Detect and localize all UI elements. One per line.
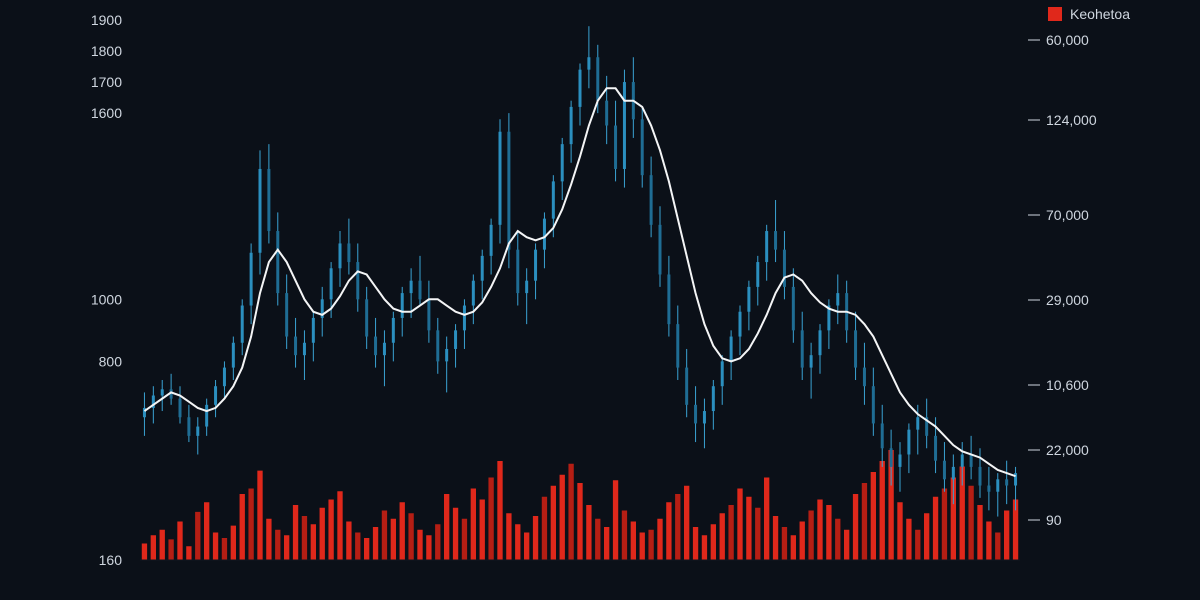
y-right-tick-label: 60,000: [1046, 32, 1089, 48]
legend-swatch: [1048, 7, 1062, 21]
y-right-tick-label: 29,000: [1046, 292, 1089, 308]
y-left-tick-label: 1900: [91, 12, 122, 28]
legend: Keohetoa: [1048, 6, 1130, 22]
y-left-tick-label: 1700: [91, 74, 122, 90]
y-right-tick-label: 22,000: [1046, 442, 1089, 458]
chart-canvas: 1900 1600 800 1800 1700 1000 160 60,000 124,000 7…: [0, 0, 1200, 600]
legend-label: Keohetoa: [1070, 6, 1130, 22]
y-left-tick-label: 1600: [91, 105, 122, 121]
y-right-tick-label: 10,600: [1046, 377, 1089, 393]
y-left-tick-label: 1800: [91, 43, 122, 59]
y-right-tick-label: 90: [1046, 512, 1062, 528]
price-volume-chart: 1900 1600 800 1800 1700 1000 160 60,000 124,000 7…: [0, 0, 1200, 600]
y-left-tick-label: 800: [99, 353, 123, 369]
y-left-tick-label: 1000: [91, 291, 122, 307]
y-left-tick-label: 160: [99, 552, 123, 568]
y-right-tick-label: 70,000: [1046, 207, 1089, 223]
y-right-tick-label: 124,000: [1046, 112, 1097, 128]
